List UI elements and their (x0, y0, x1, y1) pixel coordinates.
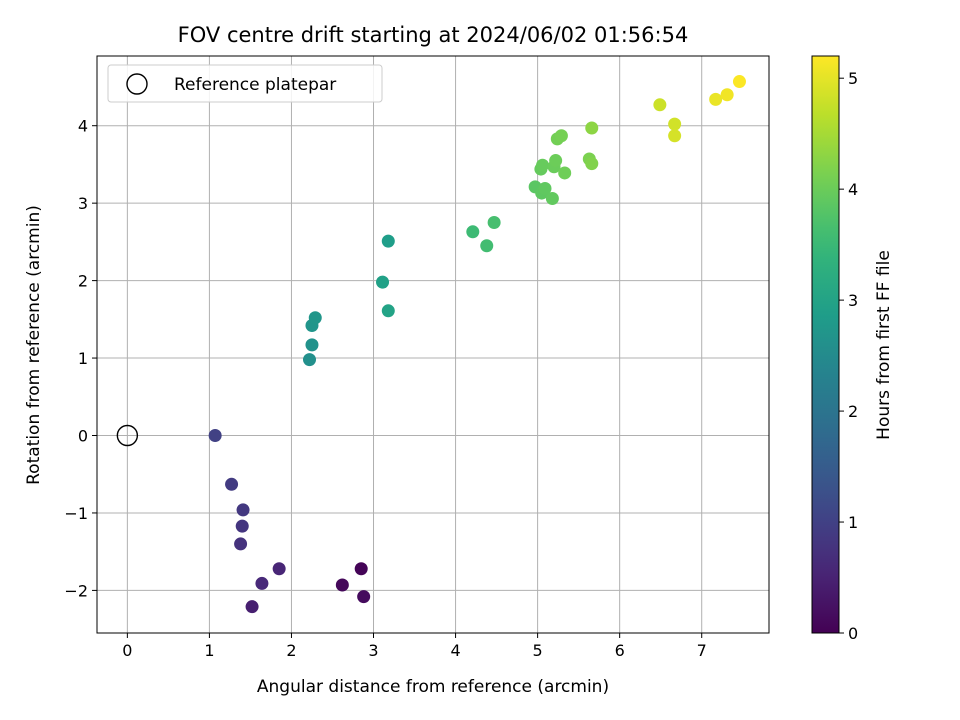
axes-frame (96, 55, 770, 634)
data-point (668, 129, 682, 143)
data-point (272, 562, 286, 576)
x-axis-ticks: 0 1 2 3 4 5 6 7 (122, 633, 707, 660)
data-point (381, 304, 395, 318)
x-tick-label: 0 (122, 641, 132, 660)
colorbar-ticks: 0 1 2 3 4 5 (839, 69, 858, 643)
data-point (225, 477, 239, 491)
legend: Reference platepar (107, 64, 383, 103)
x-tick-label: 3 (368, 641, 378, 660)
data-point (381, 234, 395, 248)
y-axis-label: Rotation from reference (arcmin) (24, 205, 44, 485)
y-tick-label: −1 (64, 504, 88, 523)
data-point (554, 129, 568, 143)
data-point (720, 88, 734, 102)
chart-title: FOV centre drift starting at 2024/06/02 … (178, 23, 689, 47)
data-point (357, 590, 371, 604)
data-point (668, 117, 682, 131)
data-point (549, 154, 563, 168)
data-point (245, 600, 259, 614)
colorbar-label: Hours from first FF file (874, 250, 894, 440)
x-tick-label: 5 (533, 641, 543, 660)
y-axis-ticks: −2 −1 0 1 2 3 4 (64, 117, 97, 600)
y-tick-label: 0 (78, 427, 88, 446)
colorbar-tick-label: 0 (848, 624, 858, 643)
data-point (255, 576, 269, 590)
data-point (585, 121, 599, 135)
colorbar-gradient (811, 55, 840, 634)
x-tick-label: 2 (286, 641, 296, 660)
data-point (709, 92, 723, 106)
colorbar-tick-label: 1 (848, 513, 858, 532)
data-point (585, 157, 599, 171)
data-point (480, 239, 494, 253)
plot-background (97, 56, 769, 633)
y-tick-label: 1 (78, 349, 88, 368)
x-tick-label: 1 (204, 641, 214, 660)
data-point (335, 578, 349, 592)
data-point (303, 353, 317, 367)
plot-area (97, 56, 769, 633)
legend-reference-marker (126, 73, 148, 95)
data-point (308, 311, 322, 325)
x-axis-label: Angular distance from reference (arcmin) (257, 677, 609, 697)
data-point (536, 158, 550, 172)
colorbar: 0 1 2 3 4 5 Hours from first FF file (811, 55, 894, 643)
data-point (208, 429, 222, 443)
legend-entry-reference: Reference platepar (174, 75, 336, 95)
y-tick-label: 4 (78, 117, 88, 136)
data-point (234, 537, 248, 551)
data-point (732, 75, 746, 89)
data-point (235, 519, 249, 533)
data-point (376, 275, 390, 289)
reference-platepar-marker (116, 424, 139, 447)
legend-box (107, 64, 383, 103)
data-point (466, 225, 480, 239)
y-tick-label: −2 (64, 581, 88, 600)
data-point (305, 338, 319, 352)
data-point (538, 181, 552, 195)
data-point (558, 166, 572, 180)
x-tick-label: 7 (697, 641, 707, 660)
data-point (653, 98, 667, 112)
y-tick-label: 3 (78, 194, 88, 213)
data-point (236, 503, 250, 517)
colorbar-tick-label: 2 (848, 402, 858, 421)
axes-border (96, 55, 770, 634)
y-tick-label: 2 (78, 272, 88, 291)
x-tick-label: 4 (450, 641, 460, 660)
colorbar-tick-label: 3 (848, 291, 858, 310)
colorbar-tick-label: 4 (848, 180, 858, 199)
colorbar-tick-label: 5 (848, 69, 858, 88)
data-points (116, 75, 746, 614)
data-point (354, 562, 368, 576)
data-point (487, 216, 501, 230)
x-tick-label: 6 (615, 641, 625, 660)
data-point (545, 192, 559, 206)
